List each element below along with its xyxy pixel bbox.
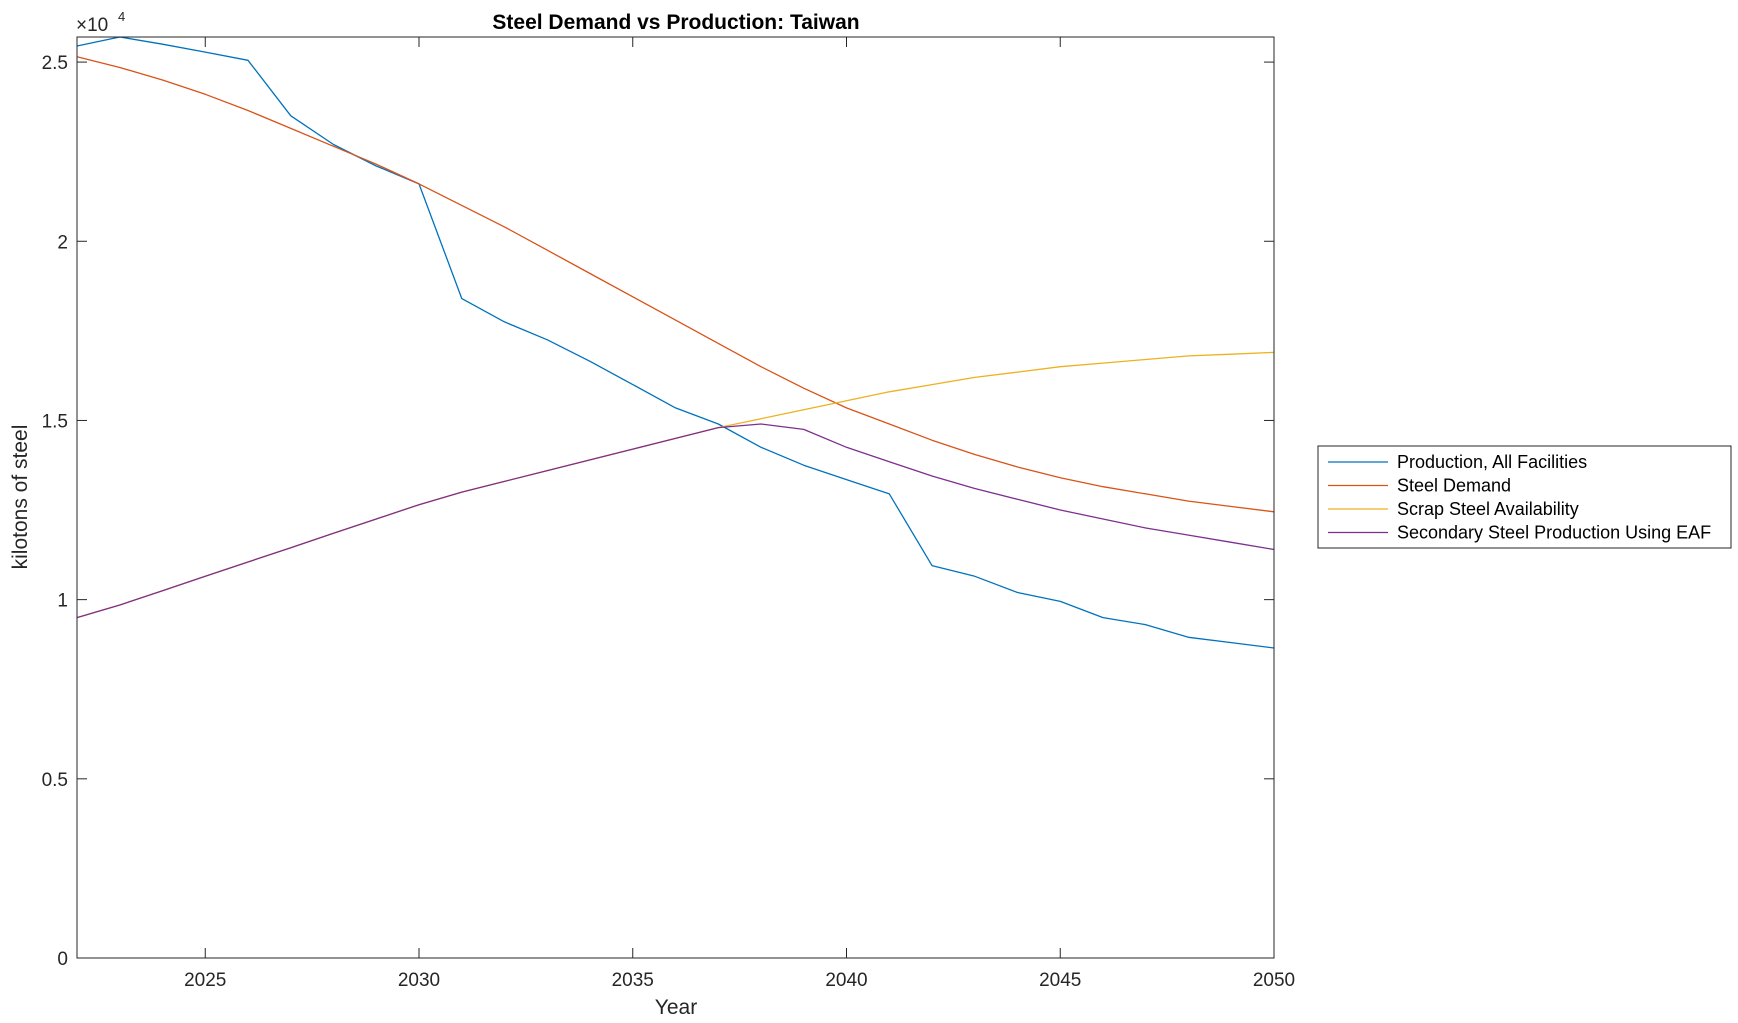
x-tick-label: 2040 (825, 970, 867, 991)
series-line-1 (76, 36, 1275, 649)
legend-entry-2: Steel Demand (1397, 476, 1511, 496)
plot-frame (76, 36, 1275, 959)
plot-area (77, 37, 1274, 958)
series-line-4 (76, 423, 1275, 619)
y-tick-label: 1.5 (42, 411, 68, 432)
legend: Production, All Facilities Steel Demand Sc… (1317, 445, 1732, 549)
tick-layer: 2025 2030 2035 2040 2045 2050 0 0.5 1 1.5 2 2.5 (42, 37, 1295, 991)
x-tick-label: 2025 (184, 970, 226, 991)
series-line-2 (76, 56, 1275, 513)
y-tick-label: 1 (57, 591, 68, 612)
y-tick-label: 2 (57, 232, 68, 253)
x-tick-label: 2045 (1039, 970, 1081, 991)
x-tick-label: 2050 (1253, 970, 1295, 991)
series-layer (76, 36, 1275, 649)
x-tick-label: 2035 (612, 970, 654, 991)
chart-title: Steel Demand vs Production: Taiwan (492, 11, 859, 34)
legend-box (1317, 445, 1732, 549)
y-tick-label: 2.5 (42, 53, 68, 74)
x-tick-label: 2030 (398, 970, 440, 991)
legend-entry-3: Scrap Steel Availability (1397, 499, 1579, 519)
y-tick-label: 0 (57, 949, 68, 970)
x-axis-label: Year (655, 996, 697, 1019)
legend-entry-4: Secondary Steel Production Using EAF (1397, 523, 1711, 543)
y-exponent-base: ×10 (76, 15, 108, 36)
legend-entry-1: Production, All Facilities (1397, 452, 1587, 472)
y-exponent-power: 4 (118, 9, 125, 24)
y-tick-label: 0.5 (42, 770, 68, 791)
y-axis-label: kilotons of steel (9, 425, 32, 570)
y-exponent-label: ×10 4 (76, 9, 125, 36)
